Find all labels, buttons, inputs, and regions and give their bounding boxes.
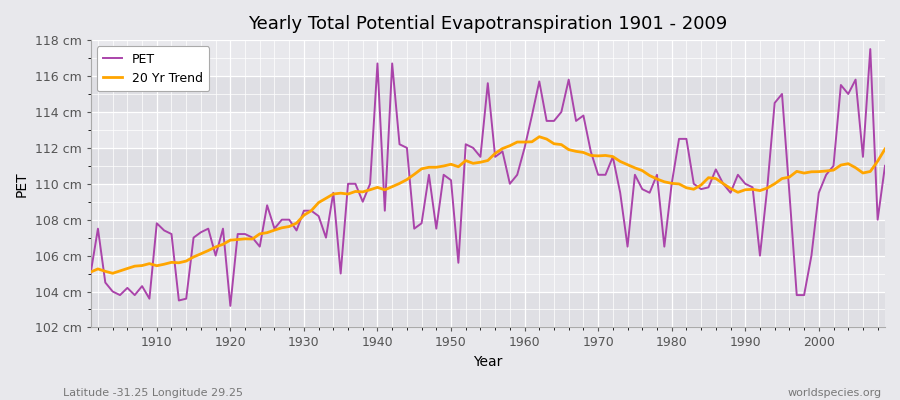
Line: PET: PET xyxy=(91,49,885,306)
20 Yr Trend xyxy=(534,134,544,139)
PET xyxy=(519,146,530,150)
PET xyxy=(86,271,96,276)
Bar xyxy=(91,148,885,184)
PET xyxy=(526,113,537,118)
X-axis label: Year: Year xyxy=(473,355,502,369)
PET xyxy=(144,296,155,301)
Text: Latitude -31.25 Longitude 29.25: Latitude -31.25 Longitude 29.25 xyxy=(63,388,243,398)
Y-axis label: PET: PET xyxy=(15,171,29,196)
Bar xyxy=(91,76,885,112)
Title: Yearly Total Potential Evapotranspiration 1901 - 2009: Yearly Total Potential Evapotranspiratio… xyxy=(248,15,727,33)
Text: worldspecies.org: worldspecies.org xyxy=(788,388,882,398)
20 Yr Trend xyxy=(107,271,118,276)
20 Yr Trend xyxy=(519,140,530,144)
PET xyxy=(357,199,368,204)
Bar xyxy=(91,292,885,328)
Bar xyxy=(91,220,885,256)
Line: 20 Yr Trend: 20 Yr Trend xyxy=(91,137,885,273)
PET xyxy=(313,214,324,218)
PET xyxy=(615,190,626,195)
PET xyxy=(879,164,890,168)
20 Yr Trend xyxy=(526,139,537,144)
PET xyxy=(225,304,236,308)
20 Yr Trend xyxy=(151,263,162,268)
20 Yr Trend xyxy=(622,162,633,167)
Legend: PET, 20 Yr Trend: PET, 20 Yr Trend xyxy=(97,46,209,91)
PET xyxy=(865,47,876,52)
20 Yr Trend xyxy=(313,200,324,205)
20 Yr Trend xyxy=(86,270,96,274)
20 Yr Trend xyxy=(879,146,890,151)
20 Yr Trend xyxy=(357,190,368,194)
